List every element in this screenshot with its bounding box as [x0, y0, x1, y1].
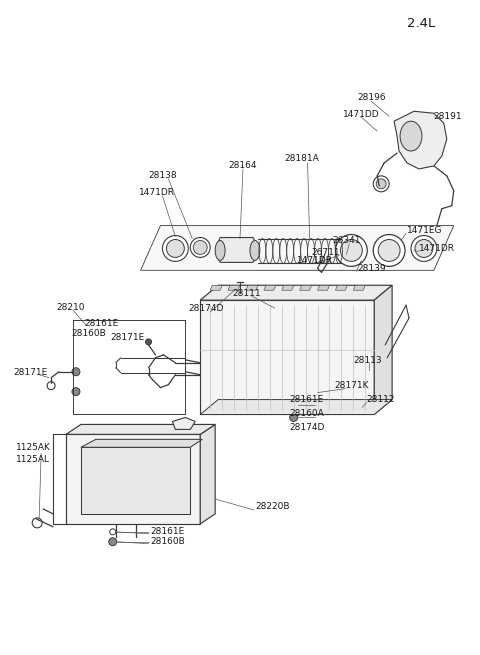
Text: 28160B: 28160B	[71, 329, 106, 339]
Text: 1471DR: 1471DR	[419, 244, 455, 253]
Circle shape	[336, 234, 367, 267]
Circle shape	[145, 339, 152, 345]
Polygon shape	[374, 285, 392, 415]
Polygon shape	[66, 434, 200, 524]
Text: 28181A: 28181A	[285, 155, 320, 164]
Polygon shape	[66, 424, 215, 524]
Ellipse shape	[215, 240, 225, 261]
Polygon shape	[318, 285, 329, 290]
Polygon shape	[218, 238, 256, 263]
Circle shape	[340, 240, 362, 261]
Text: 28210: 28210	[56, 303, 84, 312]
Text: 1125AL: 1125AL	[16, 455, 50, 464]
Polygon shape	[246, 285, 258, 290]
Circle shape	[376, 179, 386, 189]
Circle shape	[190, 238, 210, 257]
Text: 26341: 26341	[333, 236, 361, 245]
Text: 28139: 28139	[357, 264, 386, 273]
Text: 28191: 28191	[433, 112, 461, 121]
Text: 1125AK: 1125AK	[16, 443, 51, 452]
Text: 2.4L: 2.4L	[407, 17, 435, 30]
Circle shape	[360, 340, 384, 364]
Polygon shape	[81, 440, 202, 447]
Text: 28171E: 28171E	[111, 333, 145, 343]
Text: 28161E: 28161E	[290, 395, 324, 404]
Text: 26711: 26711	[312, 248, 340, 257]
Text: 28160B: 28160B	[151, 537, 185, 546]
Text: 28112: 28112	[366, 395, 395, 404]
Polygon shape	[200, 285, 392, 300]
Circle shape	[193, 240, 207, 254]
Polygon shape	[81, 447, 190, 514]
Circle shape	[378, 240, 400, 261]
Text: 28196: 28196	[357, 93, 385, 102]
Ellipse shape	[400, 121, 422, 151]
Polygon shape	[66, 424, 215, 434]
Text: 1471DR: 1471DR	[297, 256, 333, 265]
Polygon shape	[282, 285, 294, 290]
Polygon shape	[353, 285, 365, 290]
Circle shape	[373, 176, 389, 192]
Polygon shape	[394, 111, 447, 169]
Polygon shape	[228, 285, 240, 290]
Text: 28138: 28138	[148, 172, 177, 180]
Polygon shape	[336, 285, 348, 290]
Text: 28160A: 28160A	[290, 409, 324, 418]
Polygon shape	[264, 285, 276, 290]
Text: 28161E: 28161E	[151, 527, 185, 536]
Circle shape	[290, 413, 298, 421]
Circle shape	[373, 234, 405, 267]
Text: 28171E: 28171E	[13, 368, 48, 377]
Text: 1471DR: 1471DR	[139, 188, 175, 197]
Text: 28113: 28113	[353, 356, 382, 365]
Text: 28111: 28111	[232, 289, 261, 298]
Circle shape	[415, 240, 433, 257]
Polygon shape	[200, 400, 392, 415]
Circle shape	[167, 240, 184, 257]
Text: 28220B: 28220B	[255, 502, 289, 512]
Text: 28171K: 28171K	[335, 381, 369, 390]
Polygon shape	[200, 300, 374, 415]
Polygon shape	[300, 285, 312, 290]
Circle shape	[72, 367, 80, 376]
Polygon shape	[141, 225, 454, 271]
Circle shape	[72, 388, 80, 396]
Text: 28174D: 28174D	[290, 423, 325, 432]
Text: 28164: 28164	[228, 161, 257, 170]
Circle shape	[109, 538, 117, 546]
Text: 28174D: 28174D	[188, 304, 224, 312]
Polygon shape	[210, 285, 222, 290]
Polygon shape	[172, 417, 195, 430]
Circle shape	[355, 335, 389, 369]
Circle shape	[162, 236, 188, 261]
Ellipse shape	[250, 240, 260, 261]
Circle shape	[312, 388, 320, 396]
Text: 1471EG: 1471EG	[407, 226, 443, 235]
Text: 28161E: 28161E	[84, 318, 118, 328]
Polygon shape	[200, 424, 215, 524]
Text: 1471DD: 1471DD	[343, 110, 380, 119]
Circle shape	[411, 236, 437, 261]
